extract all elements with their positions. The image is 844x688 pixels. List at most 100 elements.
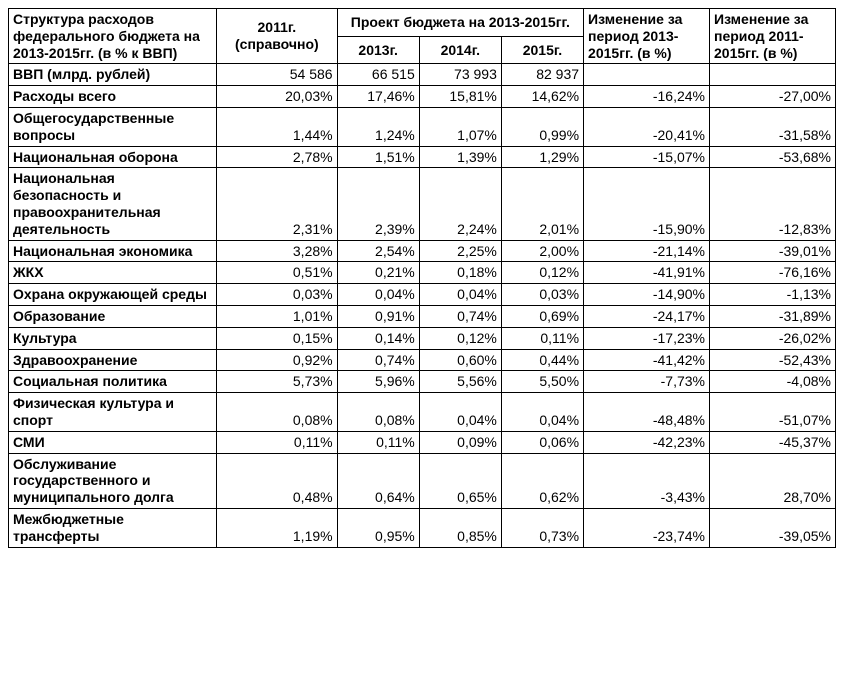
row-label: Обслуживание государственного и муниципа… (9, 453, 217, 508)
cell-value: 0,69% (501, 305, 583, 327)
cell-value: -39,05% (710, 508, 836, 547)
header-project-group: Проект бюджета на 2013-2015гг. (337, 9, 583, 37)
cell-value: 0,85% (419, 508, 501, 547)
cell-value: 14,62% (501, 86, 583, 108)
cell-value: 0,91% (337, 305, 419, 327)
cell-value: -41,91% (584, 262, 710, 284)
cell-value: 0,60% (419, 349, 501, 371)
cell-value: -15,90% (584, 168, 710, 240)
row-label: Национальная экономика (9, 240, 217, 262)
cell-value: 0,04% (419, 393, 501, 432)
table-row: Национальная оборона2,78%1,51%1,39%1,29%… (9, 146, 836, 168)
cell-value: -21,14% (584, 240, 710, 262)
cell-value: 1,39% (419, 146, 501, 168)
cell-value (710, 64, 836, 86)
cell-value: 0,12% (419, 327, 501, 349)
cell-value: -52,43% (710, 349, 836, 371)
cell-value: -41,42% (584, 349, 710, 371)
cell-value: 1,24% (337, 107, 419, 146)
cell-value: 5,96% (337, 371, 419, 393)
table-row: Культура0,15%0,14%0,12%0,11%-17,23%-26,0… (9, 327, 836, 349)
cell-value: 0,64% (337, 453, 419, 508)
cell-value: 17,46% (337, 86, 419, 108)
cell-value: -51,07% (710, 393, 836, 432)
cell-value: 20,03% (217, 86, 337, 108)
row-label: ВВП (млрд. рублей) (9, 64, 217, 86)
cell-value: 0,73% (501, 508, 583, 547)
header-change-11-15: Изменение за период 2011-2015гг. (в %) (710, 9, 836, 64)
row-label: ЖКХ (9, 262, 217, 284)
cell-value: -23,74% (584, 508, 710, 547)
row-label: СМИ (9, 431, 217, 453)
cell-value: 0,04% (419, 284, 501, 306)
table-header: Структура расходов федерального бюджета … (9, 9, 836, 64)
cell-value: 0,48% (217, 453, 337, 508)
cell-value: 0,03% (501, 284, 583, 306)
header-2013: 2013г. (337, 36, 419, 64)
row-label: Межбюджетные трансферты (9, 508, 217, 547)
cell-value: 2,25% (419, 240, 501, 262)
cell-value: 2,39% (337, 168, 419, 240)
table-row: Межбюджетные трансферты1,19%0,95%0,85%0,… (9, 508, 836, 547)
cell-value: -31,89% (710, 305, 836, 327)
cell-value: 0,44% (501, 349, 583, 371)
header-structure: Структура расходов федерального бюджета … (9, 9, 217, 64)
cell-value: 2,78% (217, 146, 337, 168)
cell-value: 73 993 (419, 64, 501, 86)
cell-value: -76,16% (710, 262, 836, 284)
budget-table: Структура расходов федерального бюджета … (8, 8, 836, 548)
cell-value: 0,12% (501, 262, 583, 284)
cell-value: 0,15% (217, 327, 337, 349)
cell-value: 0,09% (419, 431, 501, 453)
cell-value: -26,02% (710, 327, 836, 349)
table-row: ВВП (млрд. рублей)54 58666 51573 99382 9… (9, 64, 836, 86)
cell-value: -16,24% (584, 86, 710, 108)
cell-value: 3,28% (217, 240, 337, 262)
cell-value: 0,62% (501, 453, 583, 508)
cell-value: 0,74% (337, 349, 419, 371)
cell-value: 0,99% (501, 107, 583, 146)
row-label: Социальная политика (9, 371, 217, 393)
cell-value: -1,13% (710, 284, 836, 306)
cell-value: -12,83% (710, 168, 836, 240)
cell-value: 0,11% (501, 327, 583, 349)
cell-value: 0,18% (419, 262, 501, 284)
cell-value: -24,17% (584, 305, 710, 327)
cell-value: 2,31% (217, 168, 337, 240)
cell-value: 0,14% (337, 327, 419, 349)
cell-value: 0,51% (217, 262, 337, 284)
cell-value: 1,19% (217, 508, 337, 547)
cell-value: -20,41% (584, 107, 710, 146)
cell-value: -42,23% (584, 431, 710, 453)
cell-value: -48,48% (584, 393, 710, 432)
table-row: Здравоохранение0,92%0,74%0,60%0,44%-41,4… (9, 349, 836, 371)
cell-value: 15,81% (419, 86, 501, 108)
cell-value: 2,24% (419, 168, 501, 240)
cell-value: 0,65% (419, 453, 501, 508)
cell-value: -27,00% (710, 86, 836, 108)
table-row: Социальная политика5,73%5,96%5,56%5,50%-… (9, 371, 836, 393)
cell-value: 0,06% (501, 431, 583, 453)
row-label: Национальная безопасность и правоохранит… (9, 168, 217, 240)
cell-value: 54 586 (217, 64, 337, 86)
table-row: Охрана окружающей среды0,03%0,04%0,04%0,… (9, 284, 836, 306)
cell-value: -39,01% (710, 240, 836, 262)
cell-value: 0,08% (217, 393, 337, 432)
cell-value: -17,23% (584, 327, 710, 349)
cell-value (584, 64, 710, 86)
cell-value: 1,01% (217, 305, 337, 327)
table-row: СМИ0,11%0,11%0,09%0,06%-42,23%-45,37% (9, 431, 836, 453)
table-row: ЖКХ0,51%0,21%0,18%0,12%-41,91%-76,16% (9, 262, 836, 284)
row-label: Образование (9, 305, 217, 327)
row-label: Национальная оборона (9, 146, 217, 168)
header-2014: 2014г. (419, 36, 501, 64)
cell-value: 1,44% (217, 107, 337, 146)
row-label: Расходы всего (9, 86, 217, 108)
header-change-13-15: Изменение за период 2013-2015гг. (в %) (584, 9, 710, 64)
cell-value: 66 515 (337, 64, 419, 86)
table-row: Физическая культура и спорт0,08%0,08%0,0… (9, 393, 836, 432)
cell-value: 5,56% (419, 371, 501, 393)
cell-value: 1,07% (419, 107, 501, 146)
row-label: Общегосударственные вопросы (9, 107, 217, 146)
table-body: ВВП (млрд. рублей)54 58666 51573 99382 9… (9, 64, 836, 547)
